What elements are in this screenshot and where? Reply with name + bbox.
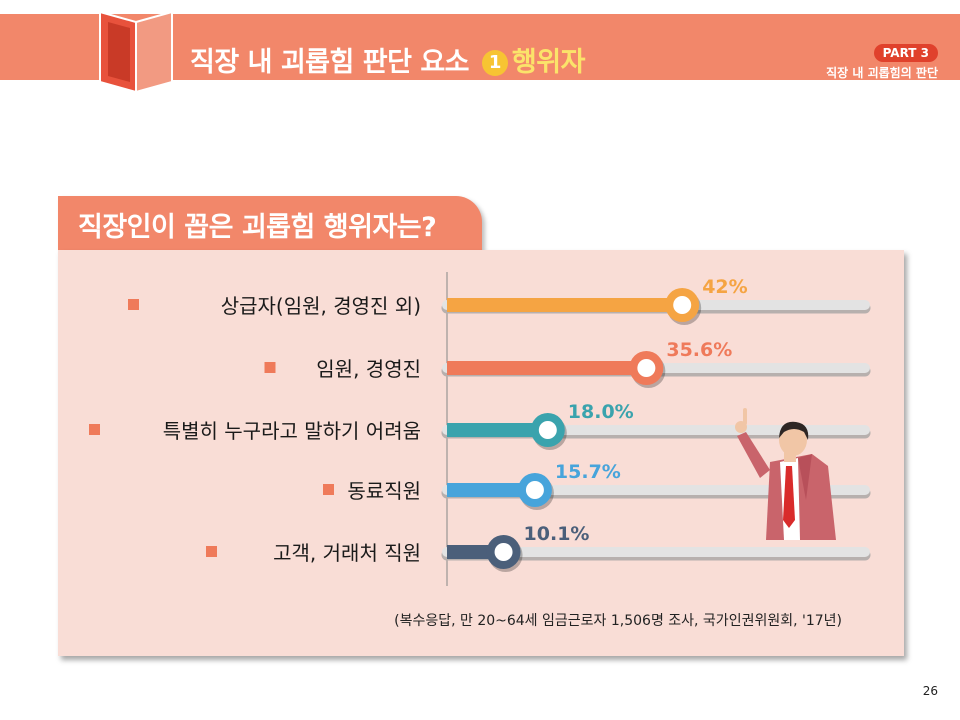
question-tab: 직장인이 꼽은 괴롭힘 행위자는? — [58, 196, 482, 250]
title-main: 직장 내 괴롭힘 판단 요소 — [190, 47, 470, 78]
bar — [447, 483, 535, 497]
bar — [447, 361, 647, 375]
value-label: 42% — [702, 276, 747, 298]
knob-center — [525, 481, 544, 499]
chart-panel — [58, 250, 904, 656]
category-bullet — [89, 424, 100, 435]
presenter-illustration — [735, 408, 836, 540]
category-bullet — [128, 299, 139, 310]
book-icon — [99, 10, 173, 94]
category-label: 임원, 경영진 — [316, 357, 421, 381]
part-badge: PART 3 — [873, 44, 938, 62]
category-label: 특별히 누구라고 말하기 어려움 — [163, 419, 421, 443]
value-label: 18.0% — [568, 401, 634, 423]
bar — [447, 298, 683, 312]
category-bullet — [323, 484, 334, 495]
value-label: 15.7% — [555, 461, 621, 483]
category-label: 동료직원 — [347, 479, 421, 503]
chart-marks: 42% 상급자(임원, 경영진 외) 35.6% 임원, 경영진 18.0% 특별히 누구… — [89, 272, 871, 586]
title-number-badge: 1 — [481, 50, 508, 76]
page-title: 직장 내 괴롭힘 판단 요소 1 행위자 — [190, 40, 585, 79]
category-label: 상급자(임원, 경영진 외) — [221, 294, 421, 318]
value-label: 10.1% — [524, 523, 590, 545]
page-number: 26 — [922, 684, 938, 698]
category-bullet — [264, 362, 276, 373]
title-highlight: 행위자 — [511, 47, 586, 78]
part-subtitle: 직장 내 괴롭힘의 판단 — [826, 66, 938, 80]
category-label: 고객, 거래처 직원 — [273, 541, 421, 565]
knob-center — [637, 359, 656, 377]
knob-center — [673, 296, 692, 314]
knob-center — [494, 543, 513, 561]
source-note: (복수응답, 만 20~64세 임금근로자 1,506명 조사, 국가인권위원회… — [394, 613, 842, 629]
question-text: 직장인이 꼽은 괴롭힘 행위자는? — [78, 212, 437, 243]
value-label: 35.6% — [666, 339, 732, 361]
knob-center — [538, 421, 557, 439]
bar — [447, 423, 548, 437]
category-bullet — [206, 546, 217, 557]
